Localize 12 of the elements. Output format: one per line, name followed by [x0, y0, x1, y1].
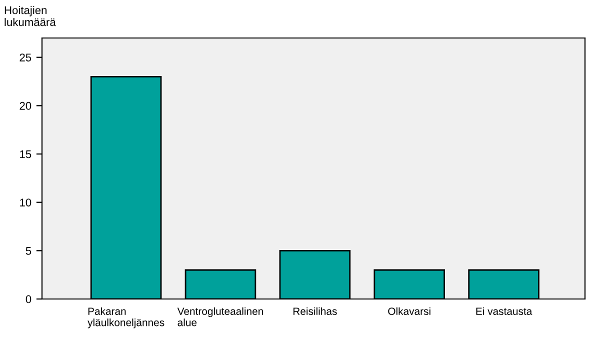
x-tick-label: Reisilihas	[293, 307, 337, 315]
x-tick-label: Ei vastausta	[476, 307, 532, 315]
y-axis-title: Hoitajien lukumäärä	[4, 6, 56, 26]
y-tick-label: 0	[26, 295, 32, 304]
y-tick-label: 20	[20, 102, 32, 110]
x-tick-label: Olkavarsi	[388, 307, 430, 315]
y-tick-label: 5	[26, 247, 32, 255]
y-tick-label: 10	[20, 198, 32, 206]
y-tick-label: 15	[20, 150, 32, 158]
y-tick-label: 25	[20, 54, 32, 62]
x-tick-label: Pakaran yläulkoneljännes	[88, 307, 164, 328]
x-tick-label: Ventrogluteaalinen alue	[177, 307, 263, 326]
